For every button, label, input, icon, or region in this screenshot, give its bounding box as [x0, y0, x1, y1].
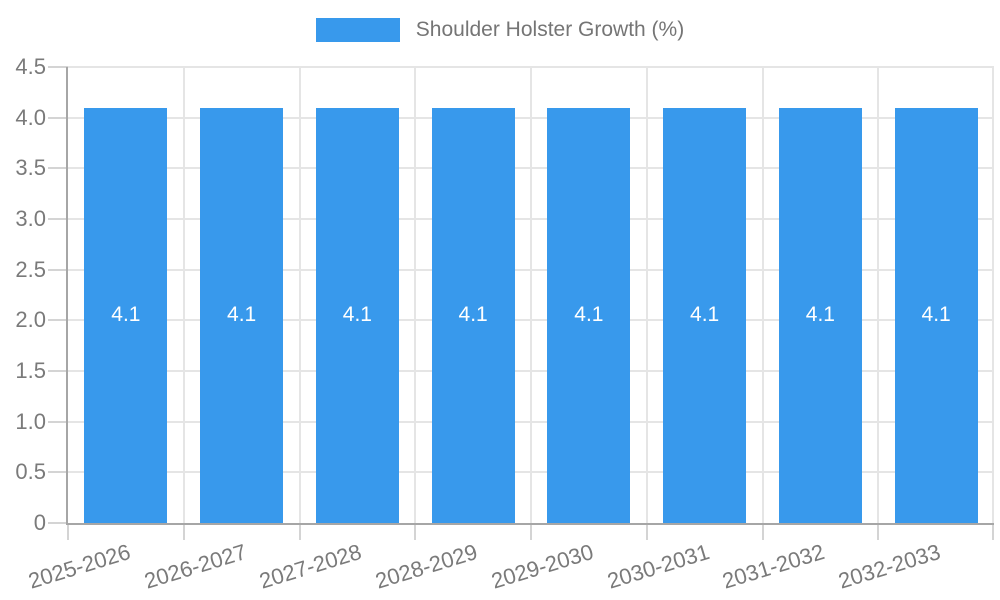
y-axis-label: 4.5 [15, 54, 46, 79]
bar[interactable]: 4.1 [200, 107, 284, 523]
bar[interactable]: 4.1 [894, 107, 978, 523]
y-axis-label: 1.0 [15, 408, 46, 434]
gridline-vertical [182, 67, 185, 523]
y-axis-label: 2.0 [15, 307, 46, 333]
legend-swatch-icon [315, 18, 400, 42]
x-axis-tick [67, 523, 69, 540]
bar-value-label: 4.1 [805, 303, 835, 327]
gridline-vertical [414, 67, 417, 523]
gridline-vertical [761, 67, 764, 523]
x-axis-tick [414, 523, 417, 540]
gridline-vertical [877, 67, 880, 523]
bar-value-label: 4.1 [342, 303, 372, 327]
y-axis-tick [48, 167, 68, 170]
y-axis-label: 1.5 [15, 358, 46, 383]
legend-label: Shoulder Holster Growth (%) [415, 18, 685, 41]
bar-value-label: 4.1 [227, 303, 257, 327]
x-axis-tick [761, 523, 764, 540]
bar-value-label: 4.1 [690, 303, 720, 327]
y-axis-label: 2.5 [15, 256, 46, 282]
y-axis-tick [48, 319, 68, 322]
y-axis-tick [48, 218, 68, 220]
bar-value-label: 4.1 [111, 303, 141, 327]
gridline-vertical [530, 67, 532, 523]
x-axis-tick [645, 523, 648, 540]
y-axis-tick [48, 268, 68, 271]
legend[interactable]: Shoulder Holster Growth (%) [0, 18, 1000, 42]
bar[interactable]: 4.1 [84, 107, 168, 523]
bar[interactable]: 4.1 [663, 107, 747, 523]
y-axis-tick [48, 420, 68, 423]
bar-value-label: 4.1 [574, 303, 604, 327]
bar[interactable]: 4.1 [315, 107, 399, 523]
bar-value-label: 4.1 [921, 303, 951, 327]
x-axis-tick [530, 523, 532, 540]
x-axis-tick [877, 523, 880, 540]
y-axis-tick [48, 471, 68, 474]
y-axis-label: 3.5 [15, 155, 46, 181]
x-axis-tick [182, 523, 185, 540]
y-axis-label: 0 [33, 510, 46, 535]
bar[interactable]: 4.1 [431, 107, 515, 523]
y-axis-label: 3.0 [15, 206, 46, 231]
plot-area: 4.1 2025-2026 4.1 2026-2027 4.1 2027-2028 4.1 2… [25, 66, 994, 594]
y-axis-tick [48, 522, 68, 524]
y-axis-label: 0.5 [15, 459, 46, 485]
y-axis-label: 4.0 [15, 104, 46, 130]
x-axis-tick [992, 523, 994, 540]
bar-value-label: 4.1 [458, 303, 488, 327]
gridline-vertical [645, 67, 648, 523]
bar[interactable]: 4.1 [547, 107, 631, 523]
y-axis-line [66, 67, 68, 525]
bar[interactable]: 4.1 [778, 107, 862, 523]
x-axis-line [66, 523, 994, 525]
y-axis-tick [48, 370, 68, 372]
x-axis-tick [298, 523, 301, 540]
gridline-vertical [992, 67, 994, 523]
y-axis-tick [48, 66, 68, 68]
y-axis-tick [48, 116, 68, 119]
gridline-vertical [298, 67, 301, 523]
